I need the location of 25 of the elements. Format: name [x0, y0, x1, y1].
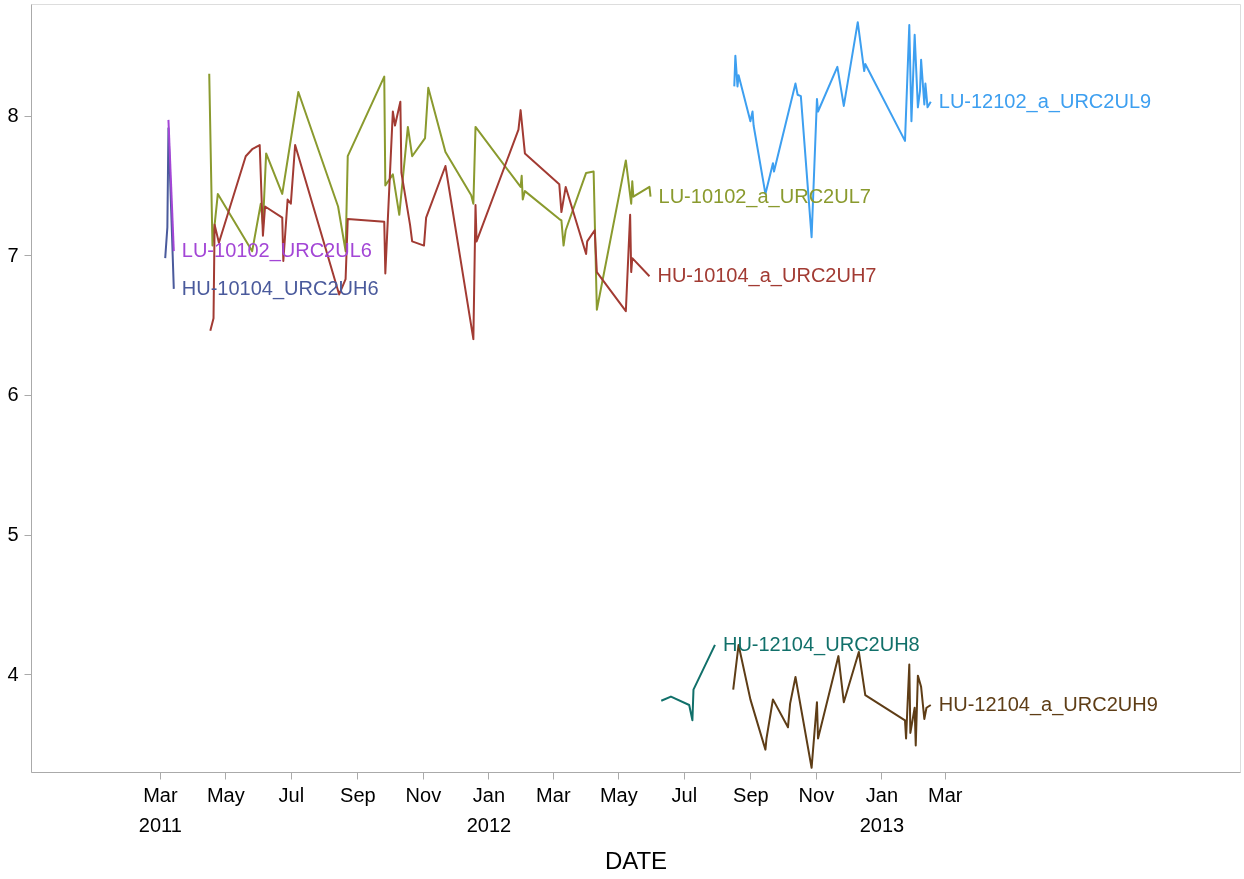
x-tick-label: Mar: [536, 783, 571, 806]
x-tick-label: Nov: [405, 783, 442, 806]
y-tick-label: 7: [7, 243, 19, 266]
x-tick-label: Mar: [928, 783, 963, 806]
x-tick-label: Mar 2011: [138, 783, 182, 836]
line-series: [660, 643, 716, 722]
line-series: [164, 127, 175, 290]
series-label: LU-12102_a_URC2UL9: [938, 89, 1152, 113]
x-tick-label: Jan 2013: [859, 783, 905, 836]
x-tick-label: Nov: [798, 783, 835, 806]
series-label: HU-12104_a_URC2UH9: [938, 692, 1158, 716]
x-tick-label: Sep: [340, 783, 376, 806]
series-label: HU-12104_URC2UH8: [722, 632, 920, 656]
x-tick-label: May: [206, 783, 245, 806]
x-axis-title: DATE: [604, 846, 668, 874]
series-label: HU-10104_a_URC2UH7: [657, 264, 877, 288]
y-tick-label: 8: [7, 104, 19, 127]
x-tick-label: Jan 2012: [466, 783, 512, 836]
x-tick-label: Jul: [671, 783, 698, 806]
y-tick-label: 6: [7, 383, 19, 406]
x-tick-label: Jul: [278, 783, 305, 806]
y-tick-label: 4: [7, 662, 19, 685]
y-tick-label: 5: [7, 523, 19, 546]
x-tick-label: Sep: [733, 783, 769, 806]
x-tick-label: May: [599, 783, 638, 806]
